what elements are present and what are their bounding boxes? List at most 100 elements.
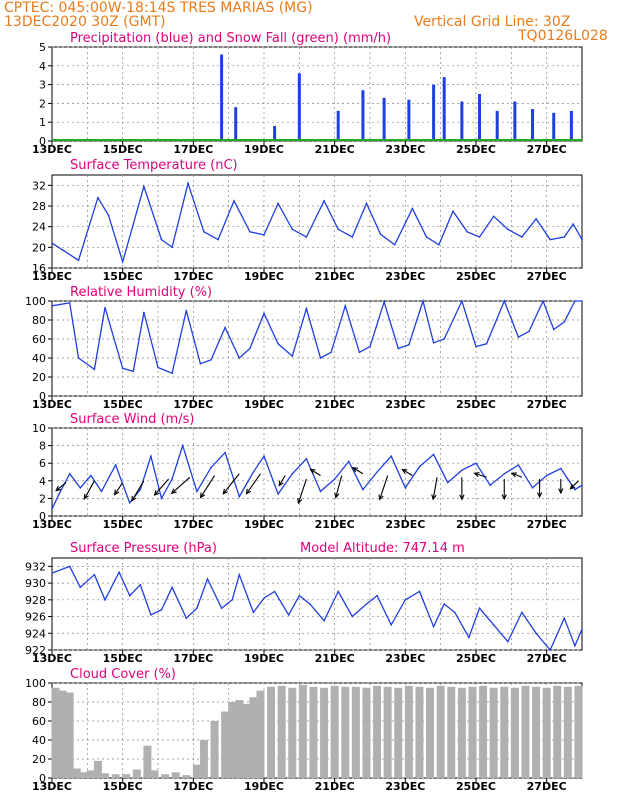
wind-arrow-head <box>334 492 340 499</box>
data-point <box>397 347 400 350</box>
x-tick-label: 15DEC <box>103 780 143 793</box>
x-tick-label: 15DEC <box>103 398 143 411</box>
data-point <box>521 236 523 238</box>
cloud-bar <box>436 685 445 778</box>
data-point <box>139 583 142 586</box>
cloud-bar <box>65 692 74 778</box>
data-point <box>446 481 449 484</box>
wind-arrow-head <box>153 490 160 496</box>
data-point <box>199 362 202 365</box>
data-point <box>273 590 276 593</box>
data-point <box>408 343 410 346</box>
data-point <box>549 238 551 241</box>
wind-arrow-head <box>309 468 316 475</box>
data-point <box>51 508 53 510</box>
data-point <box>196 490 198 493</box>
cloud-bar <box>542 687 551 778</box>
data-point <box>393 243 396 246</box>
cloud-bar <box>242 703 251 778</box>
plot-frame <box>51 174 583 269</box>
data-point <box>220 607 223 609</box>
data-point <box>263 312 265 315</box>
data-point <box>411 207 414 210</box>
cloud-bar <box>362 687 371 778</box>
cloud-bar <box>510 687 519 778</box>
data-point <box>77 357 80 359</box>
data-point <box>185 309 188 312</box>
x-tick-label: 27DEC <box>527 143 567 156</box>
x-tick-label: 23DEC <box>385 143 425 156</box>
data-point <box>217 238 219 241</box>
precip-bar <box>407 99 411 141</box>
wind-arrow <box>379 475 389 500</box>
cloud-bar <box>309 686 318 778</box>
data-point <box>128 594 131 597</box>
wind-arrow <box>83 480 95 500</box>
x-tick-label: 27DEC <box>527 652 567 665</box>
y-tick-label: 932 <box>25 560 46 573</box>
data-point <box>521 611 523 614</box>
data-point <box>104 306 106 309</box>
data-point <box>365 603 368 605</box>
cloud-bar <box>51 687 60 778</box>
panel-5: 922 924 926 928 930 932 13DEC 15DEC 17DEC 19DEC 21… <box>25 541 583 665</box>
data-point <box>563 236 566 238</box>
data-point <box>233 200 235 202</box>
data-point <box>517 336 520 338</box>
data-point <box>572 223 574 225</box>
cloud-bar <box>500 686 509 778</box>
data-point <box>351 236 354 238</box>
panels: 0 1 2 3 4 5 13DEC 15DEC 17DEC 19DEC 21DEC 23DEC 25DE… <box>25 31 583 793</box>
data-point <box>404 599 407 601</box>
data-point <box>263 597 265 599</box>
precip-bar <box>297 73 301 141</box>
cloud-bar <box>221 711 230 778</box>
data-point <box>277 493 279 495</box>
wind-arrow <box>131 480 145 502</box>
y-tick-label: 20 <box>32 371 46 384</box>
x-tick-label: 19DEC <box>244 270 284 283</box>
data-point <box>443 338 446 340</box>
y-tick-label: 926 <box>25 611 46 624</box>
data-point <box>51 572 53 574</box>
data-point <box>309 603 311 605</box>
data-point <box>181 444 184 447</box>
y-tick-label: 0 <box>39 510 46 523</box>
data-point <box>160 609 163 611</box>
x-tick-label: 13DEC <box>32 143 72 156</box>
cloud-bar <box>447 686 456 778</box>
data-point <box>418 590 421 593</box>
wind-arrow <box>511 472 523 478</box>
panel-title: Surface Pressure (hPa) <box>70 541 217 556</box>
data-point <box>185 617 188 620</box>
data-point <box>238 357 241 359</box>
y-tick-label: 40 <box>32 734 46 747</box>
data-point <box>291 355 294 357</box>
y-tick-label: 924 <box>25 627 46 640</box>
x-tick-label: 19DEC <box>244 518 284 531</box>
y-tick-label: 4 <box>39 475 46 488</box>
data-point <box>560 467 562 470</box>
precip-bar <box>495 110 499 141</box>
wind-arrow-head <box>113 489 120 496</box>
data-point <box>305 236 308 238</box>
data-point <box>238 573 241 576</box>
data-point <box>187 182 189 185</box>
cloud-bar <box>93 760 102 778</box>
wind-arrow-head <box>459 494 465 501</box>
x-tick-label: 23DEC <box>385 270 425 283</box>
data-point <box>238 495 241 498</box>
wind-arrow-head <box>199 492 206 499</box>
data-point <box>574 300 576 302</box>
x-tick-label: 13DEC <box>32 780 72 793</box>
cloud-bar <box>288 687 297 778</box>
cloud-bar <box>457 687 466 778</box>
data-point <box>432 342 435 344</box>
data-point <box>305 458 308 460</box>
cloud-bar <box>426 687 435 778</box>
x-tick-label: 21DEC <box>315 143 355 156</box>
x-tick-label: 13DEC <box>32 398 72 411</box>
data-point <box>196 607 198 609</box>
data-point <box>390 624 393 626</box>
x-tick-label: 17DEC <box>173 518 213 531</box>
